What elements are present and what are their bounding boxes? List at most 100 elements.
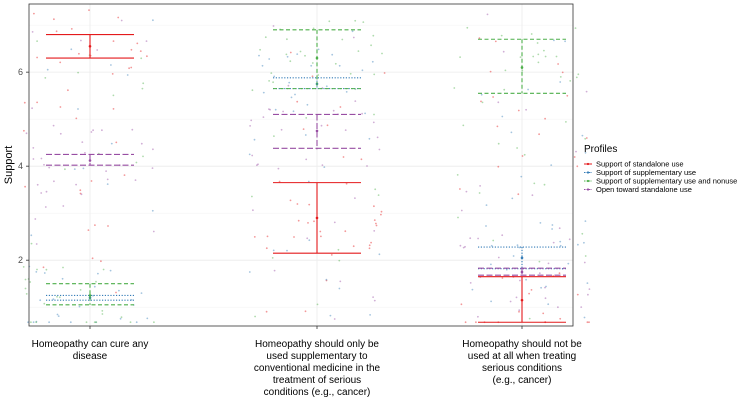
jitter-point (311, 75, 314, 78)
jitter-point (525, 108, 527, 111)
jitter-point (325, 279, 328, 282)
jitter-point (286, 38, 288, 41)
jitter-point (23, 129, 25, 132)
jitter-point (269, 108, 271, 111)
x-category-label-line: conventional medicine in the (254, 363, 381, 374)
jitter-point (503, 88, 506, 91)
jitter-point (462, 246, 465, 249)
jitter-point (119, 317, 122, 320)
jitter-point (345, 182, 348, 185)
jitter-point (82, 167, 85, 170)
jitter-point (94, 224, 96, 227)
jitter-point (52, 124, 55, 127)
jitter-point (30, 242, 33, 245)
jitter-point (257, 163, 259, 166)
legend-key-point (586, 162, 590, 166)
jitter-point (77, 71, 79, 74)
jitter-point (323, 166, 326, 169)
jitter-point (486, 13, 489, 16)
jitter-point (278, 180, 281, 183)
jitter-point (569, 80, 572, 82)
jitter-point (120, 19, 123, 22)
jitter-point (544, 55, 547, 58)
jitter-point (110, 64, 112, 66)
jitter-point (532, 55, 535, 58)
jitter-point (369, 314, 371, 316)
jitter-point (339, 106, 342, 108)
jitter-point (521, 69, 524, 72)
jitter-point (528, 317, 531, 320)
jitter-point (502, 50, 505, 53)
jitter-point (368, 247, 371, 250)
jitter-point (325, 278, 328, 281)
mean-point (88, 45, 92, 48)
jitter-point (496, 125, 499, 128)
jitter-point (296, 203, 299, 205)
jitter-point (547, 262, 550, 265)
jitter-point (584, 137, 587, 140)
x-category-label-line: treatment of serious (273, 375, 361, 386)
jitter-point (361, 112, 363, 115)
jitter-point (588, 288, 591, 290)
jitter-point (585, 90, 588, 93)
jitter-point (40, 192, 43, 194)
jitter-point (490, 263, 492, 266)
jitter-point (258, 54, 260, 57)
jitter-point (319, 230, 322, 233)
jitter-point (29, 281, 32, 283)
jitter-point (527, 88, 529, 91)
jitter-point (581, 134, 584, 137)
jitter-point (56, 313, 59, 316)
jitter-point (77, 108, 79, 110)
jitter-point (497, 165, 500, 168)
x-category-label-line: disease (73, 351, 108, 362)
jitter-point (352, 36, 355, 39)
jitter-point (500, 34, 503, 37)
jitter-point (85, 321, 88, 324)
jitter-point (321, 164, 324, 167)
jitter-point (307, 222, 309, 224)
jitter-point (39, 299, 42, 302)
jitter-point (274, 108, 277, 111)
jitter-point (331, 53, 334, 56)
jitter-point (79, 189, 82, 192)
y-tick-label: 4 (18, 161, 23, 171)
jitter-point (317, 48, 320, 51)
jitter-point (53, 18, 55, 21)
jitter-point (130, 66, 133, 69)
jitter-point (87, 229, 90, 232)
jitter-point (288, 81, 291, 84)
jitter-point (106, 178, 109, 181)
jitter-point (100, 260, 102, 263)
jitter-point (92, 294, 94, 297)
jitter-point (373, 219, 376, 222)
jitter-point (372, 296, 374, 298)
jitter-point (585, 137, 588, 139)
jitter-point (460, 303, 463, 306)
jitter-point (272, 81, 274, 84)
jitter-point (31, 107, 33, 110)
jitter-point (459, 56, 461, 58)
jitter-point (101, 310, 104, 312)
jitter-point (574, 27, 577, 29)
jitter-point (95, 280, 97, 283)
jitter-point (378, 253, 381, 256)
jitter-point (73, 168, 76, 171)
jitter-point (135, 161, 138, 164)
jitter-point (69, 321, 72, 324)
jitter-point (588, 321, 590, 324)
jitter-point (523, 153, 526, 156)
jitter-point (264, 36, 267, 39)
jitter-point (146, 55, 148, 58)
jitter-point (478, 37, 481, 40)
jitter-point (501, 277, 504, 279)
jitter-point (93, 285, 96, 288)
jitter-point (538, 272, 541, 275)
jitter-point (375, 222, 377, 225)
jitter-point (357, 50, 360, 52)
jitter-point (337, 248, 340, 251)
jitter-point (33, 12, 35, 15)
jitter-point (373, 73, 376, 76)
jitter-point (505, 268, 508, 271)
jitter-point (152, 230, 155, 233)
